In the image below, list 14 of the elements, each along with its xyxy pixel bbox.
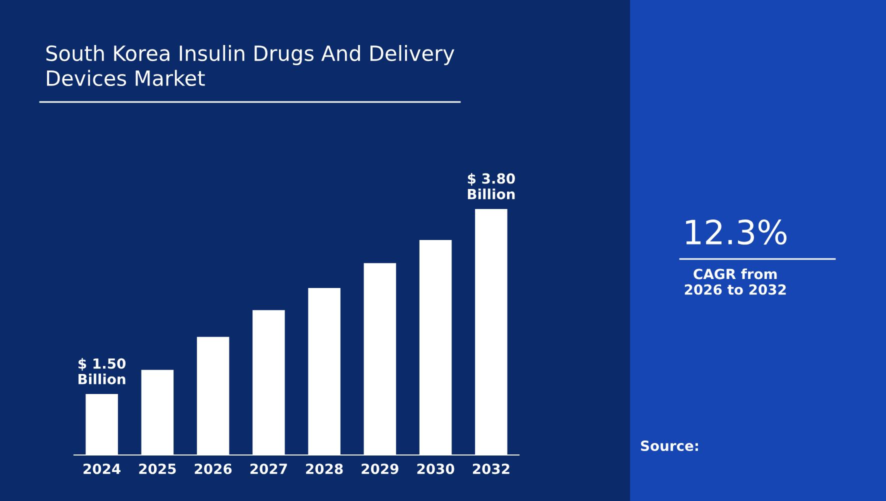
text: 12.3% [686,219,786,245]
text: CAGR from 2026 to 2032 [684,268,786,295]
x-tick-label: 2026 [194,464,232,474]
x-tick-label: 2028 [306,464,343,474]
source-note: Source: [640,440,698,452]
annotation: $ 1.50 Billion [78,358,126,384]
x-tick-label: 2025 [139,464,176,474]
x-tick-label: 2027 [250,464,287,474]
x-tick-label: 2024 [84,464,121,474]
x-tick-label: 2029 [362,464,398,474]
x-tick-label: 2030 [417,464,454,474]
annotation: $ 3.80 Billion [468,173,515,200]
x-tick-label: 2032 [472,464,510,474]
chart-title: South Korea Insulin Drugs And Delivery Devices Market [46,45,454,86]
